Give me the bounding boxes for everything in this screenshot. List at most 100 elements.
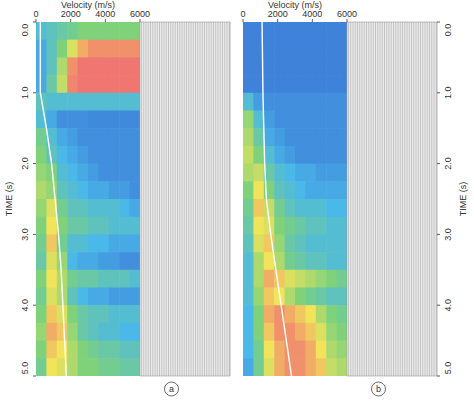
trace — [145, 22, 146, 376]
cell — [46, 305, 57, 323]
cell — [274, 234, 285, 252]
cell — [67, 164, 78, 182]
cell — [78, 93, 89, 111]
cell — [337, 270, 347, 288]
cell — [88, 358, 99, 376]
cell — [305, 217, 316, 235]
cell — [36, 75, 47, 93]
cell — [316, 128, 327, 146]
gather — [347, 22, 437, 376]
trace — [362, 22, 363, 376]
cell — [46, 93, 57, 111]
cell — [109, 22, 120, 40]
cell — [36, 305, 47, 323]
cell — [67, 217, 78, 235]
cell — [243, 57, 254, 75]
x-axis-title: Velocity (m/s) — [268, 0, 322, 10]
cell — [337, 93, 347, 111]
cell — [285, 217, 296, 235]
cell — [119, 164, 130, 182]
trace — [193, 22, 194, 376]
gather — [140, 22, 230, 376]
cell — [109, 146, 120, 164]
cell — [264, 57, 275, 75]
trace — [422, 22, 423, 376]
velocity-pick — [262, 22, 291, 376]
cell — [305, 111, 316, 129]
cell — [119, 305, 130, 323]
cell — [119, 146, 130, 164]
cell — [285, 57, 296, 75]
cell — [326, 22, 337, 40]
cell — [88, 323, 99, 341]
cell — [67, 57, 78, 75]
cell — [88, 75, 99, 93]
cell — [316, 252, 327, 270]
cell — [88, 270, 99, 288]
cell — [57, 323, 68, 341]
y-tick-label: 3.0 — [443, 228, 453, 241]
cell — [67, 199, 78, 217]
cell — [36, 22, 47, 40]
cell — [88, 164, 99, 182]
cell — [46, 358, 57, 376]
cell — [109, 40, 120, 58]
cell — [130, 75, 140, 93]
cell — [285, 40, 296, 58]
y-tick-label: 3.0 — [20, 228, 30, 241]
cell — [119, 288, 130, 306]
cell — [274, 57, 285, 75]
cell — [264, 305, 275, 323]
cell — [264, 270, 275, 288]
cell — [67, 358, 78, 376]
gather-frame — [347, 22, 437, 376]
trace — [377, 22, 378, 376]
cell — [67, 323, 78, 341]
cell — [274, 199, 285, 217]
trace — [391, 22, 392, 376]
trace — [431, 22, 432, 376]
trace — [213, 22, 214, 376]
trace — [141, 22, 142, 376]
cell — [305, 146, 316, 164]
trace — [186, 22, 187, 376]
cell — [243, 22, 254, 40]
cell — [253, 305, 264, 323]
cell — [305, 252, 316, 270]
trace — [181, 22, 182, 376]
cell — [119, 57, 130, 75]
trace — [411, 22, 412, 376]
cell — [305, 75, 316, 93]
cell — [98, 146, 109, 164]
cell — [274, 217, 285, 235]
cell — [326, 270, 337, 288]
cell — [264, 146, 275, 164]
cell — [243, 199, 254, 217]
cell — [109, 234, 120, 252]
cell — [274, 164, 285, 182]
y-axis-title: TIME (s) — [4, 182, 14, 217]
y-tick — [437, 234, 440, 235]
cell — [46, 40, 57, 58]
trace — [404, 22, 405, 376]
cell — [98, 57, 109, 75]
trace — [195, 22, 196, 376]
cell — [305, 93, 316, 111]
cell — [326, 341, 337, 359]
trace — [366, 22, 367, 376]
cell — [337, 358, 347, 376]
y-tick-label: 1.0 — [443, 87, 453, 100]
trace — [382, 22, 383, 376]
cell — [274, 128, 285, 146]
cell — [36, 40, 47, 58]
cell — [78, 146, 89, 164]
cell — [67, 234, 78, 252]
cell — [243, 305, 254, 323]
cell — [88, 22, 99, 40]
cell — [316, 181, 327, 199]
cell — [285, 252, 296, 270]
cell — [264, 323, 275, 341]
y-axis-title: TIME (s) — [458, 182, 468, 217]
y-tick — [33, 305, 36, 306]
cell — [78, 111, 89, 129]
